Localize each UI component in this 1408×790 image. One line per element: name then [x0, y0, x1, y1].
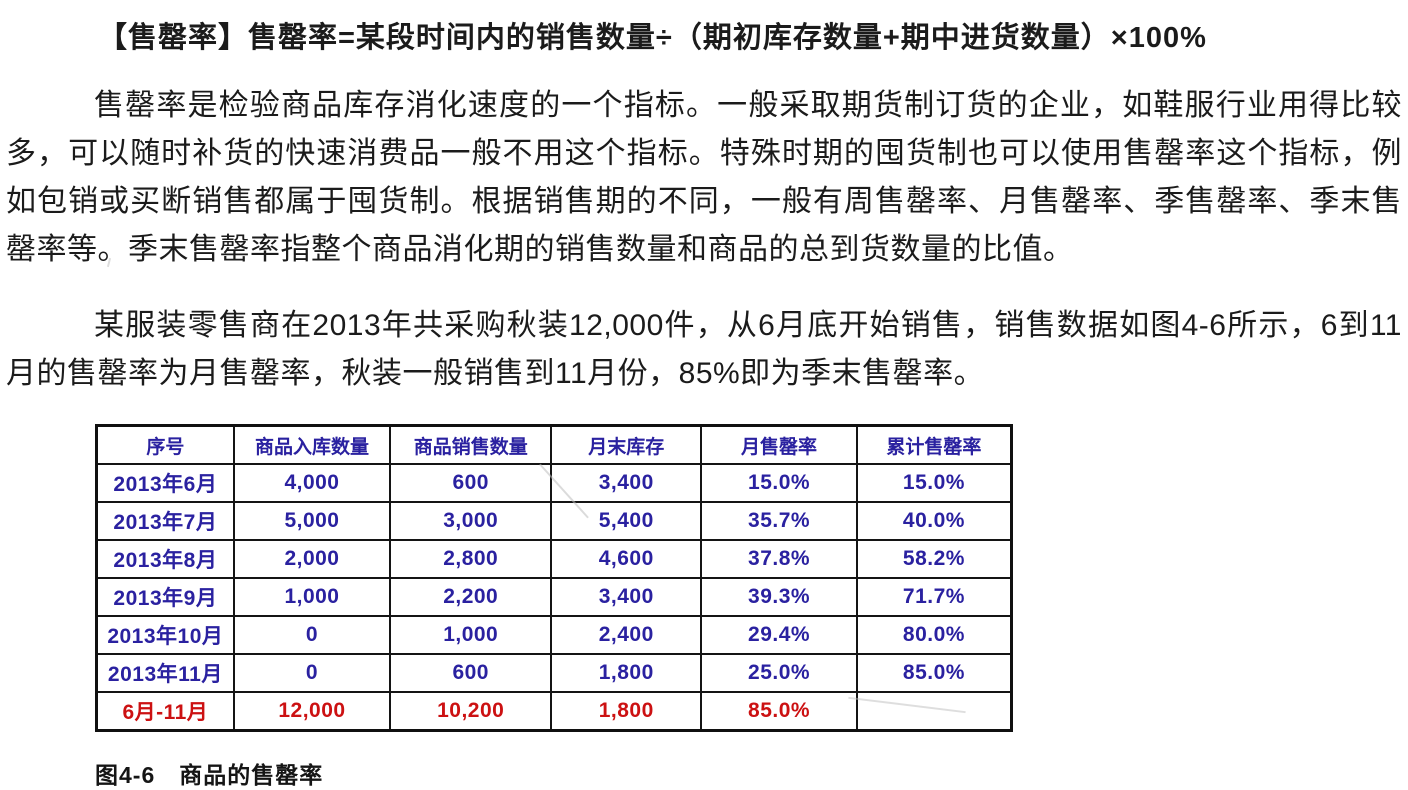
col-header-month-end-stock: 月末库存	[550, 424, 703, 465]
table-row: 2013年10月 0 1,000 2,400 29.4% 80.0%	[95, 615, 1013, 655]
table-cell: 0	[232, 615, 392, 655]
figure-caption: 图4-6 商品的售罄率	[95, 762, 324, 788]
table-cell: 1,000	[232, 577, 392, 617]
sell-through-table: 序号 商品入库数量 商品销售数量 月末库存 月售罄率 累计售罄率 2013年6月…	[95, 424, 1013, 732]
table-cell: 2013年9月	[95, 577, 235, 617]
table-cell: 2013年11月	[95, 653, 235, 693]
col-header-cumulative-sell-through: 累计售罄率	[855, 424, 1013, 465]
table-cell: 12,000	[232, 691, 392, 732]
col-header-sales-qty: 商品销售数量	[389, 424, 553, 465]
table-cell: 15.0%	[700, 463, 858, 503]
table-header-row: 序号 商品入库数量 商品销售数量 月末库存 月售罄率 累计售罄率	[95, 424, 1013, 465]
table-cell: 85.0%	[700, 691, 858, 732]
table-cell: 0	[232, 653, 392, 693]
col-header-inbound-qty: 商品入库数量	[232, 424, 392, 465]
table-cell: 29.4%	[700, 615, 858, 655]
table-cell: 40.0%	[855, 501, 1013, 541]
table-cell: 2013年7月	[95, 501, 235, 541]
table-cell: 5,000	[232, 501, 392, 541]
table-cell: 58.2%	[855, 539, 1013, 579]
col-header-monthly-sell-through: 月售罄率	[700, 424, 858, 465]
col-header-month: 序号	[95, 424, 235, 465]
table-cell: 15.0%	[855, 463, 1013, 503]
table-cell: 3,400	[550, 463, 703, 503]
table-cell: 5,400	[550, 501, 703, 541]
table-cell: 37.8%	[700, 539, 858, 579]
table-cell: 600	[389, 463, 553, 503]
table-cell: 3,400	[550, 577, 703, 617]
table-cell: 2013年6月	[95, 463, 235, 503]
paragraph-explanation: 售罄率是检验商品库存消化速度的一个指标。一般采取期货制订货的企业，如鞋服行业用得…	[6, 89, 1402, 266]
paragraph-example: 某服装零售商在2013年共采购秋装12,000件，从6月底开始销售，销售数据如图…	[6, 309, 1402, 390]
table-cell: 2,800	[389, 539, 553, 579]
table-cell: 85.0%	[855, 653, 1013, 693]
table-row: 2013年6月 4,000 600 3,400 15.0% 15.0%	[95, 463, 1013, 503]
table-cell: 35.7%	[700, 501, 858, 541]
table-row: 2013年11月 0 600 1,800 25.0% 85.0%	[95, 653, 1013, 693]
table-cell: 6月-11月	[95, 691, 235, 732]
table-cell: 2,400	[550, 615, 703, 655]
table-cell: 2013年10月	[95, 615, 235, 655]
table-cell: 2013年8月	[95, 539, 235, 579]
table-cell: 3,000	[389, 501, 553, 541]
table-cell: 600	[389, 653, 553, 693]
table-cell: 2,000	[232, 539, 392, 579]
table-cell: 39.3%	[700, 577, 858, 617]
table-row: 2013年8月 2,000 2,800 4,600 37.8% 58.2%	[95, 539, 1013, 579]
table-cell: 10,200	[389, 691, 553, 732]
table-cell: 1,000	[389, 615, 553, 655]
table-cell: 4,000	[232, 463, 392, 503]
table-summary-row: 6月-11月 12,000 10,200 1,800 85.0%	[95, 691, 1013, 732]
sell-through-definition: 【售罄率】售罄率=某段时间内的销售数量÷（期初库存数量+期中进货数量）×100%	[98, 22, 1207, 54]
table-cell: 25.0%	[700, 653, 858, 693]
table-cell: 1,800	[550, 691, 703, 732]
table-cell: 80.0%	[855, 615, 1013, 655]
table-cell: 2,200	[389, 577, 553, 617]
table-cell: 4,600	[550, 539, 703, 579]
table-row: 2013年7月 5,000 3,000 5,400 35.7% 40.0%	[95, 501, 1013, 541]
table-cell: 71.7%	[855, 577, 1013, 617]
table-row: 2013年9月 1,000 2,200 3,400 39.3% 71.7%	[95, 577, 1013, 617]
table-cell: 1,800	[550, 653, 703, 693]
table-cell	[855, 691, 1013, 732]
